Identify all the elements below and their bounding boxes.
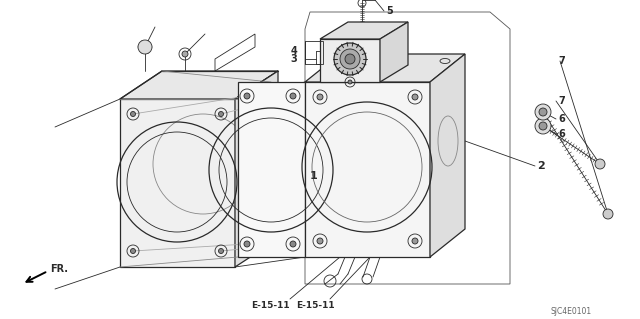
Polygon shape	[120, 99, 235, 267]
Circle shape	[334, 43, 366, 75]
Polygon shape	[320, 22, 408, 39]
Circle shape	[539, 108, 547, 116]
Circle shape	[131, 112, 136, 116]
Circle shape	[348, 80, 352, 84]
Text: 6: 6	[558, 114, 564, 124]
Text: 7: 7	[558, 56, 564, 66]
Text: 5: 5	[386, 6, 393, 16]
Text: FR.: FR.	[50, 264, 68, 274]
Polygon shape	[238, 82, 305, 257]
Text: 1: 1	[310, 171, 317, 181]
Text: 3: 3	[291, 54, 297, 64]
Polygon shape	[305, 82, 430, 257]
Text: SJC4E0101: SJC4E0101	[551, 307, 592, 315]
Circle shape	[218, 249, 223, 254]
Circle shape	[412, 94, 418, 100]
Circle shape	[131, 249, 136, 254]
Circle shape	[244, 93, 250, 99]
Circle shape	[539, 122, 547, 130]
Text: 2: 2	[537, 161, 545, 171]
Circle shape	[345, 54, 355, 64]
Circle shape	[182, 51, 188, 57]
Circle shape	[244, 241, 250, 247]
Circle shape	[138, 40, 152, 54]
Circle shape	[412, 238, 418, 244]
Circle shape	[218, 112, 223, 116]
Circle shape	[535, 104, 551, 120]
Polygon shape	[305, 54, 465, 82]
Circle shape	[535, 118, 551, 134]
Circle shape	[340, 49, 360, 69]
Polygon shape	[320, 39, 380, 82]
Circle shape	[290, 241, 296, 247]
Polygon shape	[380, 22, 408, 82]
Circle shape	[603, 209, 613, 219]
Text: 4: 4	[291, 46, 297, 56]
Circle shape	[595, 159, 605, 169]
Text: E-15-11: E-15-11	[296, 301, 334, 310]
Text: E-15-11: E-15-11	[251, 301, 289, 310]
Circle shape	[317, 238, 323, 244]
Polygon shape	[235, 71, 278, 267]
Circle shape	[290, 93, 296, 99]
Text: 6: 6	[558, 129, 564, 139]
Circle shape	[317, 94, 323, 100]
Polygon shape	[430, 54, 465, 257]
Polygon shape	[120, 71, 278, 99]
Text: 7: 7	[558, 96, 564, 106]
